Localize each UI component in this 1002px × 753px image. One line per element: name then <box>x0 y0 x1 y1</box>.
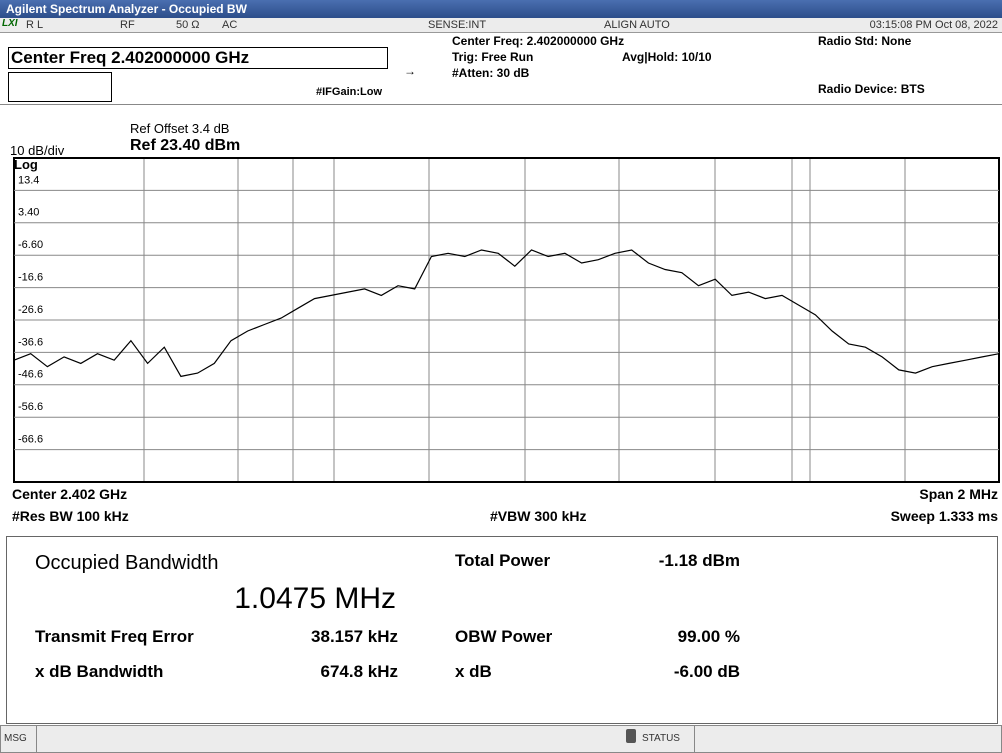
scale: 10 dB/div <box>10 143 65 158</box>
y-tick-label: -46.6 <box>18 369 43 381</box>
trace <box>13 249 1000 378</box>
lxi-icon: LXI <box>2 18 18 29</box>
res-bw: #Res BW 100 kHz <box>12 508 129 524</box>
sweep: Sweep 1.333 ms <box>890 508 998 524</box>
tfe-value: 38.157 kHz <box>311 627 398 646</box>
y-tick-label: -36.6 <box>18 336 43 348</box>
results-panel <box>6 536 998 724</box>
impedance: 50 Ω <box>176 19 200 31</box>
span: Span 2 MHz <box>919 486 998 502</box>
y-tick-label: -26.6 <box>18 304 43 316</box>
msg: MSG <box>4 733 27 744</box>
avg-hold: Avg|Hold: 10/10 <box>622 50 712 64</box>
xdb-bw-label: x dB Bandwidth <box>35 662 164 681</box>
tfe-label: Transmit Freq Error <box>35 627 194 646</box>
sense: SENSE:INT <box>428 19 487 31</box>
input-box <box>8 72 112 102</box>
coupling: AC <box>222 19 238 31</box>
divider <box>0 104 1002 105</box>
y-tick-label: -56.6 <box>18 401 43 413</box>
obw-power-label: OBW Power <box>455 627 553 646</box>
y-tick-label: -6.60 <box>18 239 43 251</box>
xdb-bw-value: 674.8 kHz <box>320 662 399 681</box>
y-tick-label: 13.4 <box>18 174 39 186</box>
timestamp: 03:15:08 PM Oct 08, 2022 <box>869 19 998 31</box>
status-bar <box>0 725 1002 753</box>
y-tick-label: -16.6 <box>18 272 43 284</box>
title: Agilent Spectrum Analyzer - Occupied BW <box>6 2 247 16</box>
obw-label: Occupied Bandwidth <box>35 552 219 574</box>
center-freq-box: Center Freq 2.402000000 GHz <box>8 47 388 69</box>
title-bar <box>0 0 1002 18</box>
if-gain: #IFGain:Low <box>316 86 382 98</box>
rl: R L <box>26 19 44 31</box>
separator <box>36 726 37 752</box>
obw-power-value: 99.00 % <box>677 627 740 646</box>
ref-offset: Ref Offset 3.4 dB <box>130 121 230 136</box>
xdb-label: x dB <box>455 662 492 681</box>
status: STATUS <box>642 733 680 744</box>
total-power-value: -1.18 dBm <box>658 551 740 570</box>
center: Center 2.402 GHz <box>12 486 128 502</box>
total-power-label: Total Power <box>455 551 551 570</box>
obw-value: 1.0475 MHz <box>234 582 396 615</box>
ref-level: Ref 23.40 dBm <box>130 137 241 154</box>
radio-std: Radio Std: None <box>818 34 912 48</box>
status-row <box>0 18 1002 33</box>
xdb-value: -6.00 dB <box>673 662 740 681</box>
plot: 13.4 3.40 -6.60 -16.6 -26.6 -36.6 -46.6 -56.6 -6… <box>13 157 1000 483</box>
y-tick-label: -66.6 <box>18 434 43 446</box>
atten: #Atten: 30 dB <box>452 66 530 80</box>
radio-device: Radio Device: BTS <box>818 82 925 96</box>
log: Log <box>14 157 38 172</box>
trig-icon: → <box>404 64 416 78</box>
vbw: #VBW 300 kHz <box>490 508 587 524</box>
center-freq: Center Freq: 2.402000000 GHz <box>452 34 625 48</box>
status-icon <box>626 729 636 743</box>
y-tick-label: 3.40 <box>18 207 39 219</box>
align: ALIGN AUTO <box>604 19 670 31</box>
separator <box>694 726 695 752</box>
trig: Trig: Free Run <box>452 50 534 64</box>
rf: RF <box>120 19 135 31</box>
